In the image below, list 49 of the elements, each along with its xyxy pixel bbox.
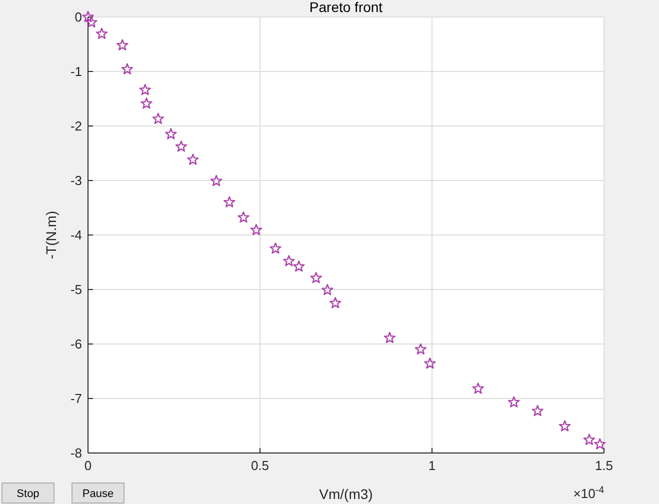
y-tick-label: -4 — [70, 228, 82, 242]
point — [96, 28, 108, 39]
point — [330, 297, 342, 308]
point — [310, 272, 322, 284]
point — [384, 332, 396, 344]
x-tick-label: 1.5 — [594, 458, 614, 473]
point — [165, 128, 177, 140]
point — [86, 16, 98, 28]
point — [594, 438, 606, 450]
point — [238, 211, 250, 223]
point — [532, 404, 544, 416]
point — [250, 224, 262, 236]
point — [121, 63, 134, 74]
point — [508, 396, 520, 408]
y-tick-label: -2 — [70, 118, 82, 134]
point — [270, 242, 282, 254]
y-tick-label: 0 — [74, 10, 82, 24]
x-tick-label: 0 — [84, 458, 92, 473]
point — [424, 358, 436, 369]
y-axis-title: -T(N.m) — [43, 210, 59, 260]
point — [293, 260, 305, 272]
point — [187, 154, 199, 165]
point — [82, 10, 94, 22]
chart-title: Pareto front — [309, 0, 383, 15]
text: ×10$^{-4}$ — [573, 484, 605, 501]
point — [140, 98, 152, 109]
text: Stop — [16, 488, 40, 500]
point — [210, 174, 222, 186]
x-tick-label: 1 — [428, 458, 436, 473]
point — [224, 196, 236, 208]
point — [116, 39, 128, 50]
y-tick-label: -5 — [70, 282, 82, 297]
text: Pause — [82, 488, 114, 500]
y-tick-label: -6 — [70, 336, 82, 352]
point — [558, 420, 571, 432]
point — [152, 112, 164, 124]
y-tick-label: -8 — [70, 446, 82, 460]
point — [583, 434, 596, 445]
x-axis-title: Vm/(m3) — [319, 486, 373, 502]
point — [175, 140, 188, 152]
y-tick-label: -3 — [70, 173, 82, 188]
point — [322, 284, 334, 296]
y-tick-label: -1 — [70, 64, 82, 79]
point — [139, 84, 151, 96]
point — [414, 343, 426, 354]
y-tick-label: -7 — [70, 391, 82, 406]
point — [283, 255, 295, 266]
point — [472, 382, 484, 394]
x-tick-label: 0.5 — [250, 458, 270, 473]
